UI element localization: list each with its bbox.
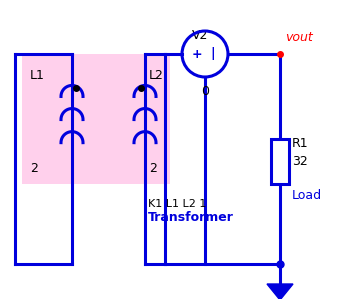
Bar bbox=[271, 139, 289, 184]
Text: L2: L2 bbox=[149, 69, 164, 82]
Text: K1 L1 L2 1: K1 L1 L2 1 bbox=[148, 199, 206, 209]
Text: 0: 0 bbox=[201, 85, 209, 98]
Text: +: + bbox=[192, 48, 202, 60]
Text: L1: L1 bbox=[30, 69, 45, 82]
Bar bbox=[22, 54, 170, 184]
Text: Transformer: Transformer bbox=[148, 211, 234, 224]
Text: 2: 2 bbox=[149, 162, 157, 175]
Text: Load: Load bbox=[292, 189, 322, 202]
Text: 32: 32 bbox=[292, 155, 308, 168]
Text: V2: V2 bbox=[192, 29, 208, 42]
Polygon shape bbox=[267, 284, 293, 299]
Text: R1: R1 bbox=[292, 137, 309, 150]
Text: vout: vout bbox=[285, 31, 313, 44]
Text: 2: 2 bbox=[30, 162, 38, 175]
Text: |: | bbox=[211, 48, 215, 60]
